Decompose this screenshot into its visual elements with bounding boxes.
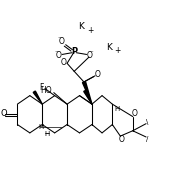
Text: O: O — [56, 51, 62, 60]
Text: F: F — [40, 83, 44, 92]
Polygon shape — [33, 91, 42, 104]
Text: H: H — [39, 124, 44, 130]
Text: HO: HO — [40, 86, 52, 95]
Text: P: P — [71, 47, 77, 56]
Polygon shape — [84, 90, 92, 104]
Text: +: + — [115, 46, 121, 55]
Text: H: H — [44, 131, 50, 137]
Text: O: O — [1, 109, 7, 118]
Text: \: \ — [146, 119, 149, 125]
Text: ⁻: ⁻ — [54, 50, 58, 56]
Polygon shape — [82, 81, 92, 104]
Text: ⁻: ⁻ — [90, 50, 93, 56]
Text: ⁻: ⁻ — [57, 36, 61, 42]
Text: H: H — [114, 106, 119, 112]
Text: K: K — [106, 43, 112, 52]
Text: O: O — [60, 58, 66, 67]
Text: O: O — [95, 70, 100, 79]
Text: O: O — [86, 51, 92, 60]
Text: K: K — [78, 22, 84, 31]
Text: O: O — [118, 135, 124, 144]
Text: O: O — [59, 37, 65, 46]
Text: /: / — [146, 136, 149, 142]
Text: O: O — [132, 109, 137, 118]
Text: +: + — [87, 26, 93, 35]
